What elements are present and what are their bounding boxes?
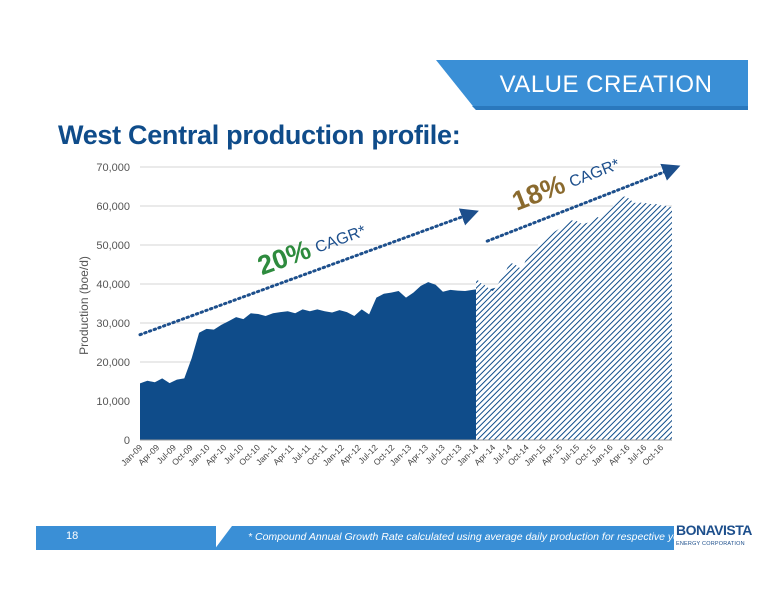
header-banner: VALUE CREATION	[436, 60, 748, 110]
y-axis-title: Production (boe/d)	[77, 256, 91, 355]
cagr-text: CAGR*	[313, 223, 368, 257]
header-banner-label: VALUE CREATION	[499, 71, 713, 98]
y-tick-label: 50,000	[96, 240, 130, 252]
footnote-bar-shape	[214, 526, 674, 550]
page-title: West Central production profile:	[58, 120, 461, 150]
y-tick-label: 40,000	[96, 279, 130, 291]
logo-wordmark: BONAVISTA	[676, 522, 752, 538]
footnote-bar: * Compound Annual Growth Rate calculated…	[214, 526, 694, 550]
y-tick-label: 0	[124, 435, 130, 447]
company-logo: BONAVISTA ENERGY CORPORATION	[676, 520, 752, 556]
cagr-rate: 18%	[508, 169, 569, 217]
header-banner-shape	[436, 60, 748, 110]
y-tick-label: 10,000	[96, 396, 130, 408]
cagr-trend-arrow	[485, 163, 681, 243]
logo-subtext: ENERGY CORPORATION	[676, 541, 745, 547]
cagr-label: 20%CAGR*	[254, 223, 369, 281]
y-tick-label: 70,000	[96, 162, 130, 174]
y-tick-label: 20,000	[96, 357, 130, 369]
forecast-area-series	[476, 196, 672, 440]
page-number: 18	[66, 530, 79, 542]
footer-bar: 18	[36, 526, 216, 550]
y-tick-label: 30,000	[96, 318, 130, 330]
y-tick-label: 60,000	[96, 201, 130, 213]
cagr-trend-arrow	[138, 208, 479, 337]
footnote-text: * Compound Annual Growth Rate calculated…	[248, 531, 694, 543]
cagr-text: CAGR*	[567, 156, 622, 191]
